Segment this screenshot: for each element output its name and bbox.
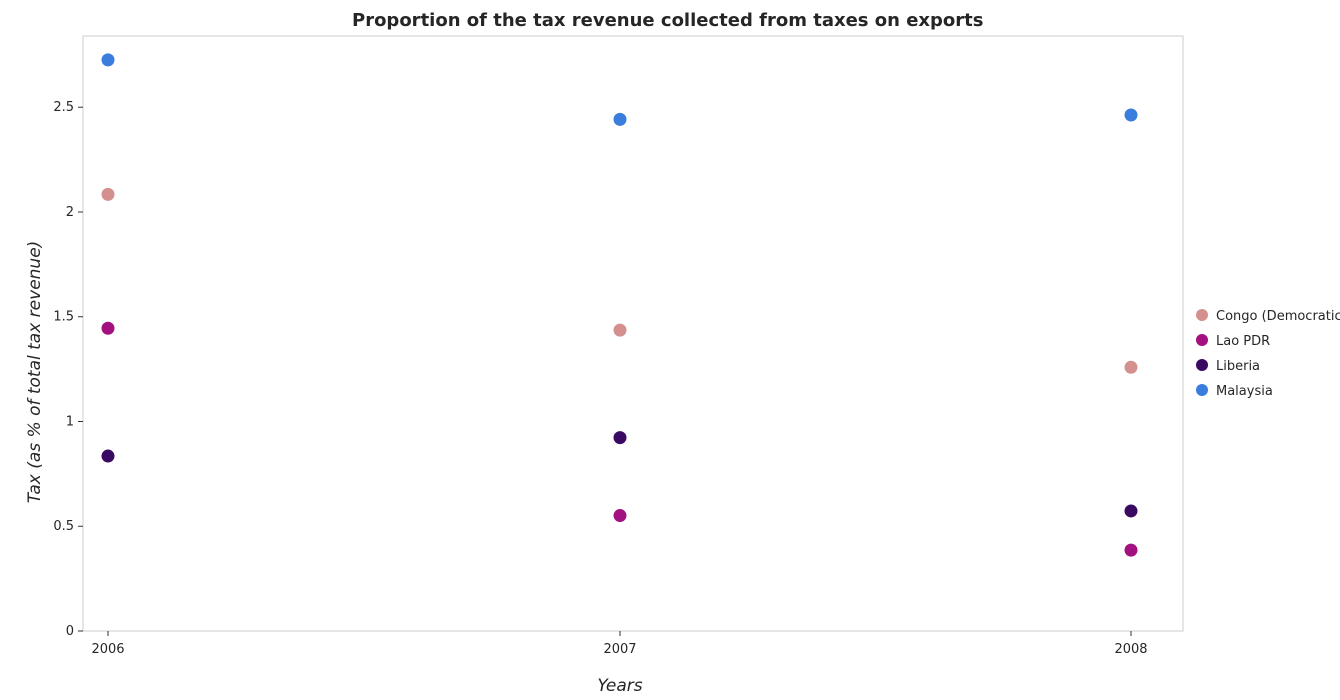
y-tick-label: 2 — [66, 205, 74, 220]
data-point — [1124, 360, 1138, 374]
data-point — [613, 112, 627, 126]
plot-area — [82, 35, 1184, 632]
x-tick-label: 2006 — [91, 642, 124, 657]
data-point — [101, 53, 115, 67]
x-axis-label: Years — [597, 676, 642, 696]
legend-label: Malaysia — [1216, 384, 1273, 399]
data-point — [613, 323, 627, 337]
x-tick-label: 2008 — [1114, 642, 1147, 657]
data-point — [1124, 504, 1138, 518]
legend-label: Lao PDR — [1216, 334, 1270, 349]
y-tick-label: 0 — [66, 624, 74, 639]
y-tick-label: 2.5 — [53, 100, 74, 115]
x-tick-label: 2007 — [603, 642, 636, 657]
legend-label: Liberia — [1216, 359, 1260, 374]
legend-label: Congo (Democratic) — [1216, 309, 1340, 324]
data-point — [1124, 543, 1138, 557]
data-point — [101, 449, 115, 463]
legend-marker — [1196, 309, 1208, 321]
y-tick-label: 1 — [66, 414, 74, 429]
y-tick-label: 0.5 — [53, 519, 74, 534]
y-axis: 0 0.5 1 1.5 2 2.5 — [53, 100, 83, 639]
data-point — [101, 187, 115, 201]
legend-marker — [1196, 384, 1208, 396]
chart-title: Proportion of the tax revenue collected … — [352, 10, 983, 31]
data-point — [1124, 108, 1138, 122]
y-axis-label: Tax (as % of total tax revenue) — [25, 241, 45, 504]
legend-marker — [1196, 334, 1208, 346]
data-point — [613, 509, 627, 523]
data-points — [101, 53, 1138, 557]
data-point — [613, 431, 627, 445]
legend: Congo (Democratic) Lao PDR Liberia Malaysia — [1196, 309, 1340, 399]
legend-marker — [1196, 359, 1208, 371]
x-axis: 2006 2007 2008 — [91, 631, 1148, 657]
data-point — [101, 321, 115, 335]
y-tick-label: 1.5 — [53, 310, 74, 325]
